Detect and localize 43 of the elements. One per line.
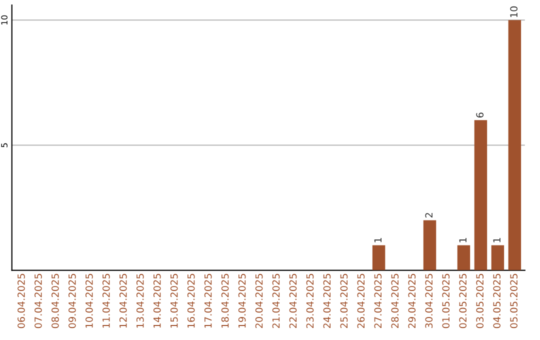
x-tick-label: 22.04.2025 <box>289 274 297 328</box>
x-tick-label: 21.04.2025 <box>272 274 280 328</box>
x-tick-label: 26.04.2025 <box>357 274 365 328</box>
bar <box>508 20 522 270</box>
x-tick-label: 13.04.2025 <box>136 274 144 328</box>
x-tick-label: 16.04.2025 <box>187 274 195 328</box>
x-tick-label: 07.04.2025 <box>34 274 42 328</box>
x-tick-label: 23.04.2025 <box>306 274 314 328</box>
x-tick-label: 01.05.2025 <box>442 274 450 328</box>
data-label: 1 <box>459 238 466 242</box>
x-tick-label: 11.04.2025 <box>102 274 110 328</box>
x-tick-label: 17.04.2025 <box>204 274 212 328</box>
bar <box>423 220 436 270</box>
data-label: 6 <box>476 112 484 118</box>
x-tick-label: 18.04.2025 <box>221 274 229 328</box>
x-tick-label: 05.05.2025 <box>510 274 518 328</box>
data-label: 1 <box>374 238 382 242</box>
x-tick-label: 10.04.2025 <box>85 274 93 328</box>
bar <box>491 245 504 270</box>
x-tick-label: 14.04.2025 <box>153 274 161 328</box>
data-label: 10 <box>510 6 518 18</box>
x-tick-label: 12.04.2025 <box>119 274 127 328</box>
x-tick-label: 28.04.2025 <box>391 274 399 328</box>
x-tick-label: 04.05.2025 <box>493 274 501 328</box>
x-tick-label: 27.04.2025 <box>374 274 382 328</box>
data-label: 2 <box>425 213 432 218</box>
bar <box>457 245 470 270</box>
x-tick-label: 24.04.2025 <box>323 274 331 328</box>
x-tick-label: 20.04.2025 <box>255 274 263 328</box>
x-tick-label: 29.04.2025 <box>408 274 416 328</box>
x-tick-label: 09.04.2025 <box>68 274 76 328</box>
x-tick-label: 25.04.2025 <box>340 274 348 328</box>
x-tick-label: 19.04.2025 <box>238 274 246 328</box>
x-tick-label: 08.04.2025 <box>52 274 59 328</box>
bar <box>474 120 488 270</box>
data-label: 1 <box>493 238 500 242</box>
bar <box>372 245 386 270</box>
x-tick-label: 02.05.2025 <box>459 274 467 328</box>
x-tick-label: 03.05.2025 <box>476 274 484 328</box>
y-tick-label: 5 <box>1 143 8 148</box>
x-tick-label: 15.04.2025 <box>170 274 178 328</box>
x-tick-label: 06.04.2025 <box>18 274 25 328</box>
x-tick-label: 30.04.2025 <box>425 274 433 328</box>
